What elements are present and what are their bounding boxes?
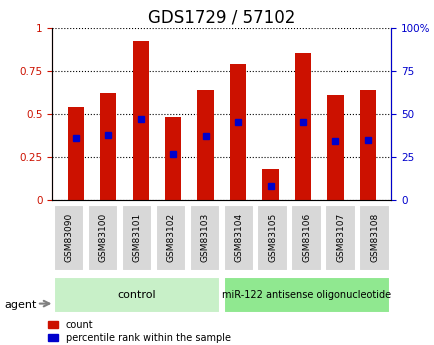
FancyBboxPatch shape	[291, 205, 321, 271]
FancyBboxPatch shape	[54, 205, 84, 271]
FancyBboxPatch shape	[257, 205, 287, 271]
FancyBboxPatch shape	[189, 205, 220, 271]
Text: GSM83100: GSM83100	[99, 213, 107, 262]
FancyBboxPatch shape	[223, 205, 253, 271]
FancyBboxPatch shape	[54, 277, 220, 313]
FancyBboxPatch shape	[88, 205, 118, 271]
Text: GSM83090: GSM83090	[65, 213, 73, 262]
Legend: count, percentile rank within the sample: count, percentile rank within the sample	[48, 320, 230, 343]
Text: GSM83103: GSM83103	[200, 213, 209, 262]
Bar	[294, 53, 310, 200]
Text: GSM83102: GSM83102	[166, 213, 175, 262]
Text: GSM83108: GSM83108	[369, 213, 378, 262]
FancyBboxPatch shape	[358, 205, 389, 271]
FancyBboxPatch shape	[122, 205, 152, 271]
Bar	[230, 64, 246, 200]
Text: GSM83105: GSM83105	[268, 213, 276, 262]
Title: GDS1729 / 57102: GDS1729 / 57102	[148, 8, 295, 26]
Text: GSM83104: GSM83104	[234, 213, 243, 262]
Bar	[67, 107, 84, 200]
Bar	[262, 169, 278, 200]
Text: miR-122 antisense oligonucleotide: miR-122 antisense oligonucleotide	[222, 290, 390, 300]
Text: GSM83107: GSM83107	[335, 213, 344, 262]
Text: GSM83101: GSM83101	[132, 213, 141, 262]
FancyBboxPatch shape	[155, 205, 186, 271]
Text: GSM83106: GSM83106	[302, 213, 310, 262]
FancyBboxPatch shape	[223, 277, 389, 313]
Text: control: control	[118, 290, 156, 300]
Text: agent: agent	[4, 300, 36, 310]
Bar	[359, 90, 375, 200]
Bar	[132, 41, 148, 200]
Bar	[164, 117, 181, 200]
Bar	[100, 93, 116, 200]
Bar	[327, 95, 343, 200]
Bar	[197, 90, 213, 200]
FancyBboxPatch shape	[325, 205, 355, 271]
